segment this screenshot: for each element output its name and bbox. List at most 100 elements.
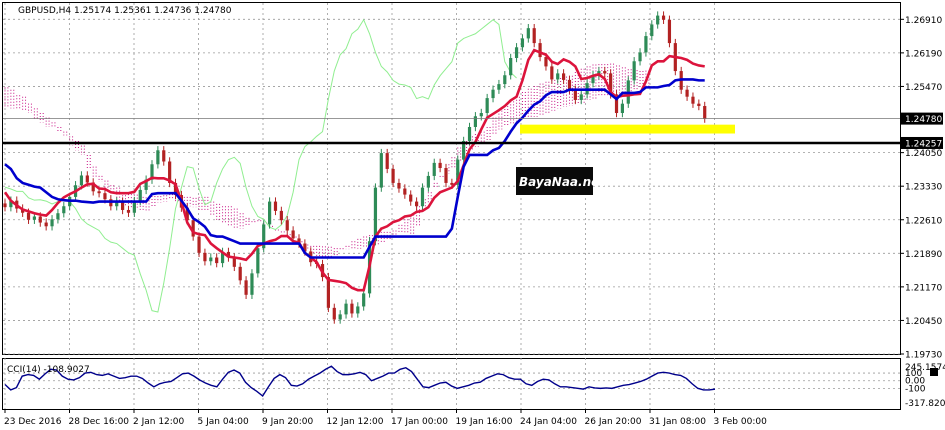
- candle-body: [215, 257, 219, 264]
- candle-body: [614, 94, 619, 114]
- candle-body: [591, 75, 595, 84]
- x-tick-label: 3 Feb 00:00: [714, 417, 768, 427]
- cci-scale-label: 0.00: [905, 377, 925, 387]
- y-tick-label: 1.21890: [905, 250, 942, 260]
- price-tag-label: 1.24780: [905, 115, 942, 125]
- candle-body: [244, 280, 248, 295]
- cci-scale-label: 245.1574: [905, 363, 945, 373]
- candle-body: [456, 159, 460, 185]
- candle-body: [162, 150, 166, 162]
- candle-body: [550, 66, 554, 80]
- candle-body: [656, 15, 660, 25]
- candle-body: [438, 162, 442, 169]
- x-tick-label: 5 Jan 04:00: [198, 417, 250, 427]
- kijun-sen-line: [4, 78, 705, 259]
- candle-body: [138, 189, 142, 202]
- candle-body: [567, 79, 572, 90]
- candle-body: [385, 153, 389, 169]
- y-tick-label: 1.22610: [905, 216, 942, 226]
- candle-body: [226, 251, 231, 258]
- candle-body: [473, 116, 477, 127]
- candle-body: [609, 73, 613, 95]
- price-tag-label: 1.24257: [905, 139, 942, 149]
- candle-body: [56, 213, 60, 220]
- candle-body: [185, 207, 189, 221]
- candle-body: [156, 150, 160, 165]
- cci-scale-label: -317.8207: [905, 399, 945, 409]
- candle-body: [326, 277, 330, 308]
- x-tick-label: 31 Jan 08:00: [649, 417, 706, 427]
- candle-body: [644, 36, 648, 53]
- grid-layer: [3, 3, 900, 409]
- candle-body: [450, 182, 454, 185]
- candle-body: [344, 303, 348, 315]
- candle-body: [220, 251, 225, 264]
- y-tick-label: 1.24050: [905, 149, 942, 159]
- candle-body: [32, 216, 36, 220]
- candle-body: [650, 24, 654, 37]
- watermark: BayaNaa.net: [516, 167, 606, 195]
- candle-body: [532, 28, 536, 44]
- candle-body: [703, 106, 707, 119]
- candle-body: [303, 243, 307, 252]
- candle-body: [262, 224, 266, 249]
- candle-body: [191, 220, 195, 237]
- y-tick-label: 1.21170: [905, 283, 942, 293]
- candle-body: [697, 103, 701, 107]
- candle-body: [232, 257, 236, 267]
- support-zone-layer: [520, 124, 735, 134]
- chikou-span-layer: [4, 18, 517, 313]
- x-axis: 23 Dec 2016 28 Dec 16:00 2 Jan 12:00 5 Jan …: [4, 409, 767, 427]
- candle-body: [85, 175, 89, 183]
- candle-body: [279, 210, 283, 221]
- candle-body: [3, 203, 7, 208]
- candle-body: [173, 182, 178, 196]
- candle-body: [444, 168, 448, 183]
- candle-body: [26, 212, 31, 220]
- candle-body: [409, 194, 413, 202]
- candle-body: [250, 273, 254, 295]
- y-tick-label: 1.26910: [905, 16, 942, 26]
- candle-body: [573, 89, 577, 100]
- x-tick-label: 12 Jan 12:00: [327, 417, 384, 427]
- candle-body: [379, 153, 383, 188]
- candle-body: [420, 187, 425, 207]
- watermark-text: BayaNaa.net: [519, 175, 606, 189]
- candle-body: [197, 236, 201, 253]
- candle-body: [121, 201, 125, 210]
- candle-body: [144, 179, 148, 190]
- price-tag-bg: [901, 136, 943, 149]
- x-tick-label: 23 Dec 2016: [4, 417, 62, 427]
- cci-line: [4, 365, 716, 398]
- candle-body: [497, 84, 501, 90]
- candle-body: [332, 307, 336, 320]
- cci-plot-border: [2, 358, 901, 410]
- candle-body: [661, 15, 666, 20]
- candle-body: [514, 47, 519, 59]
- candle-body: [603, 71, 607, 74]
- candle-body: [403, 188, 407, 195]
- candle-body: [397, 182, 401, 189]
- candle-body: [479, 113, 483, 117]
- candle-body: [168, 161, 172, 183]
- x-tick-label: 26 Jan 20:00: [585, 417, 642, 427]
- y-tick-label: 1.26190: [905, 49, 942, 59]
- candle-body: [544, 57, 548, 67]
- candle-body: [103, 193, 107, 200]
- candle-body: [526, 28, 530, 39]
- cci-marker-box: [930, 368, 938, 376]
- candle-body: [667, 19, 672, 44]
- x-tick-label: 17 Jan 00:00: [391, 417, 448, 427]
- candle-body: [426, 175, 430, 188]
- candle-body: [467, 126, 472, 141]
- chikou-span-line: [4, 18, 517, 313]
- x-tick-label: 2 Jan 12:00: [133, 417, 185, 427]
- support-zone: [520, 124, 735, 134]
- x-tick-label: 19 Jan 16:00: [456, 417, 513, 427]
- candle-body: [97, 191, 101, 194]
- candle-body: [503, 75, 507, 85]
- candle-body: [562, 73, 566, 80]
- candle-body: [273, 201, 278, 211]
